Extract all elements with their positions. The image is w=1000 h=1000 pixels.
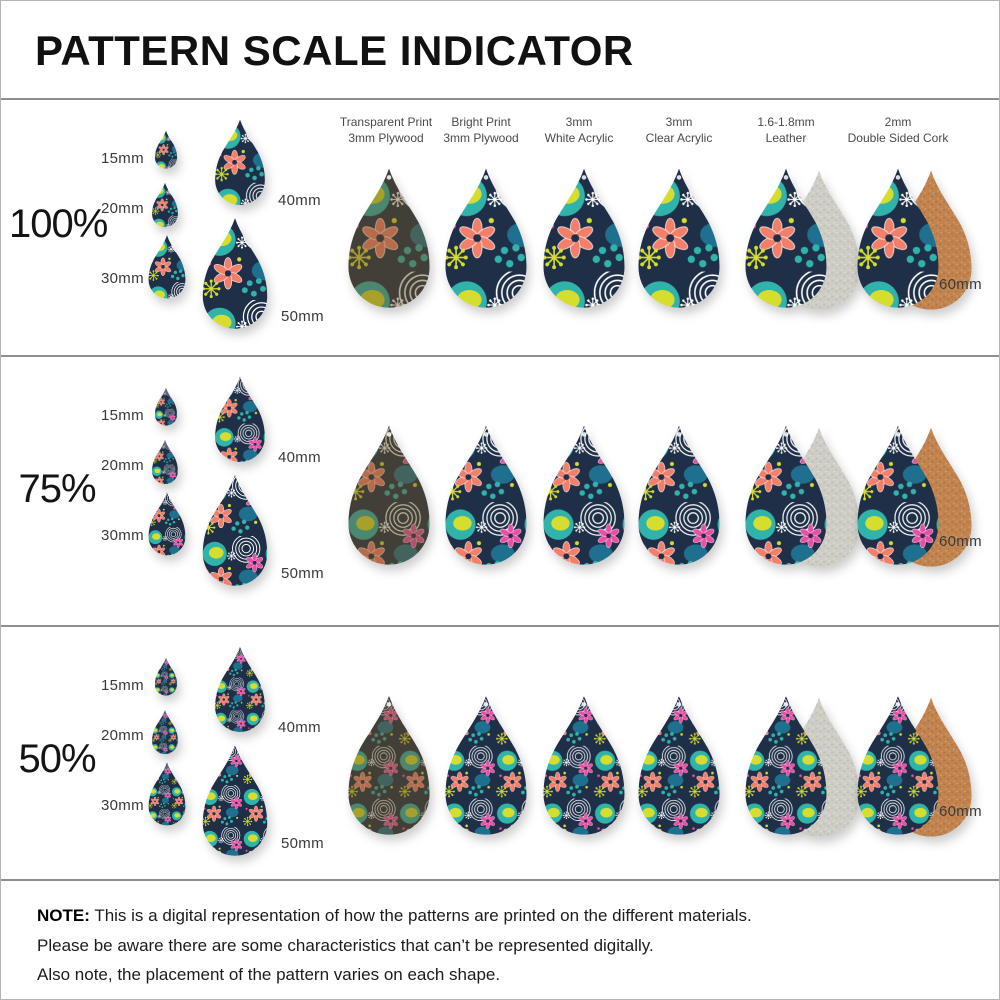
teardrop-75-40mm <box>213 375 267 464</box>
material-header-line: Double Sided Cork <box>847 131 949 146</box>
size-label-60mm: 60mm <box>939 803 982 820</box>
scale-row-50: 50% 15mm 20mm 30mm 40mm 50mm 60mm <box>1 627 999 881</box>
material-header-cork: 2mm Double Sided Cork <box>823 114 973 146</box>
teardrop-75-bright-plywood <box>442 423 530 568</box>
size-label-40mm: 40mm <box>278 719 321 736</box>
size-label-30mm: 30mm <box>101 270 144 287</box>
teardrop-100-50mm <box>200 216 270 332</box>
note-label: NOTE: <box>37 906 90 925</box>
material-header-line: 2mm <box>884 115 912 129</box>
material-header-line: Transparent Print <box>339 115 433 129</box>
teardrop-100-20mm <box>151 182 179 228</box>
material-header-line: White Acrylic <box>544 131 614 146</box>
size-label-50mm: 50mm <box>281 835 324 852</box>
material-header-line: 3mm <box>665 115 693 129</box>
teardrop-100-40mm <box>213 118 267 207</box>
scale-label-75: 75% <box>18 467 96 511</box>
size-label-20mm: 20mm <box>101 457 144 474</box>
teardrop-75-cork <box>854 423 975 568</box>
size-label-60mm: 60mm <box>939 276 982 293</box>
teardrop-75-30mm <box>147 491 187 557</box>
teardrop-50-bright-plywood <box>442 693 530 838</box>
teardrop-50-cork <box>854 693 975 838</box>
material-header-line: 3mm <box>565 115 593 129</box>
material-header-white-acrylic: 3mm White Acrylic <box>504 114 654 146</box>
material-header-line: 1.6-1.8mm <box>757 115 815 129</box>
teardrop-75-clear-acrylic <box>635 423 723 568</box>
material-header-line: Leather <box>765 131 807 146</box>
note-line-2: Please be aware there are some character… <box>37 935 654 955</box>
size-label-30mm: 30mm <box>101 797 144 814</box>
size-label-50mm: 50mm <box>281 308 324 325</box>
teardrop-75-20mm <box>151 439 179 485</box>
scale-label-50: 50% <box>18 737 96 781</box>
teardrop-50-leather <box>742 693 863 838</box>
size-label-30mm: 30mm <box>101 527 144 544</box>
size-label-15mm: 15mm <box>101 677 144 694</box>
material-header-transparent-plywood: Transparent Print 3mm Plywood <box>311 114 461 146</box>
teardrop-50-transparent-plywood <box>345 693 433 838</box>
size-label-50mm: 50mm <box>281 565 324 582</box>
teardrop-100-leather <box>742 166 863 311</box>
material-header-line: 3mm Plywood <box>443 131 519 146</box>
teardrop-50-clear-acrylic <box>635 693 723 838</box>
teardrop-100-clear-acrylic <box>635 166 723 311</box>
material-header-bright-plywood: Bright Print 3mm Plywood <box>406 114 556 146</box>
note-line-3: Also note, the placement of the pattern … <box>37 965 501 985</box>
teardrop-75-15mm <box>154 387 178 427</box>
material-header-clear-acrylic: 3mm Clear Acrylic <box>604 114 754 146</box>
teardrop-100-30mm <box>147 234 187 300</box>
material-header-line: Bright Print <box>451 115 511 129</box>
size-label-20mm: 20mm <box>101 200 144 217</box>
note-section: NOTE: This is a digital representation o… <box>1 881 999 988</box>
material-header-leather: 1.6-1.8mm Leather <box>711 114 861 146</box>
size-label-20mm: 20mm <box>101 727 144 744</box>
teardrop-100-white-acrylic <box>540 166 628 311</box>
teardrop-75-50mm <box>200 473 270 589</box>
teardrop-75-white-acrylic <box>540 423 628 568</box>
teardrop-50-50mm <box>200 743 270 859</box>
teardrop-75-leather <box>742 423 863 568</box>
title-bar: PATTERN SCALE INDICATOR <box>1 1 999 100</box>
note-text-1: This is a digital representation of how … <box>94 906 752 925</box>
teardrop-50-30mm <box>147 761 187 827</box>
scale-row-100: 100% Transparent Print 3mm Plywood Brigh… <box>1 100 999 357</box>
teardrop-75-transparent-plywood <box>345 423 433 568</box>
size-label-15mm: 15mm <box>101 407 144 424</box>
size-label-60mm: 60mm <box>939 533 982 550</box>
size-label-15mm: 15mm <box>101 150 144 167</box>
scale-row-75: 75% 15mm 20mm 30mm 40mm 50mm 60mm <box>1 357 999 627</box>
page-title: PATTERN SCALE INDICATOR <box>35 27 634 74</box>
material-header-line: 3mm Plywood <box>348 131 424 146</box>
note-line-1: NOTE: This is a digital representation o… <box>37 904 963 929</box>
teardrop-50-40mm <box>213 645 267 734</box>
size-label-40mm: 40mm <box>278 192 321 209</box>
teardrop-100-cork <box>854 166 975 311</box>
teardrop-50-15mm <box>154 657 178 697</box>
teardrop-50-white-acrylic <box>540 693 628 838</box>
teardrop-100-15mm <box>154 130 178 170</box>
material-header-line: Clear Acrylic <box>645 131 713 146</box>
size-label-40mm: 40mm <box>278 449 321 466</box>
teardrop-50-20mm <box>151 709 179 755</box>
scale-label-100: 100% <box>9 202 108 246</box>
teardrop-100-bright-plywood <box>442 166 530 311</box>
teardrop-100-transparent-plywood <box>345 166 433 311</box>
